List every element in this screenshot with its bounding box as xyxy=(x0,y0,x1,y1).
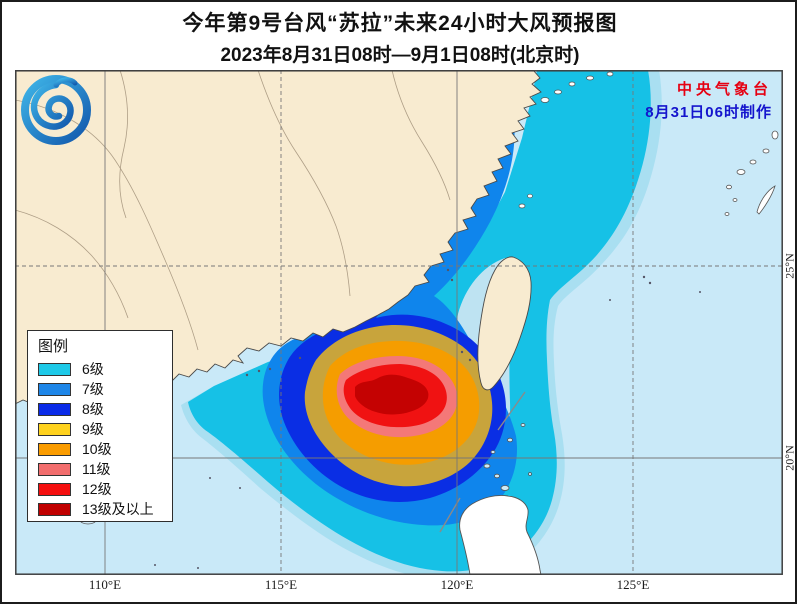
y-axis-label-25n: 25°N xyxy=(782,253,797,279)
legend-item-label: 13级及以上 xyxy=(82,501,154,517)
batanes-islets xyxy=(483,423,532,491)
legend-item-label: 7级 xyxy=(82,381,104,397)
ryukyu-islands xyxy=(724,130,779,216)
legend-swatch-7 xyxy=(38,382,71,396)
legend-item-label: 9级 xyxy=(82,421,104,437)
legend-swatch-9 xyxy=(38,422,71,436)
credit-issued-time: 8月31日06时制作 xyxy=(645,104,772,121)
legend-item: 6级 xyxy=(38,359,172,379)
cma-logo-icon xyxy=(21,75,91,145)
legend-item-label: 12级 xyxy=(82,481,112,497)
coastal-islets xyxy=(518,71,614,209)
legend-swatch-8 xyxy=(38,402,71,416)
legend-item: 9级 xyxy=(38,419,172,439)
legend-item: 13级及以上 xyxy=(38,499,172,519)
forecast-map xyxy=(15,70,783,575)
legend-item-label: 8级 xyxy=(82,401,104,417)
legend-swatch-12 xyxy=(38,482,71,496)
page-subtitle: 2023年8月31日08时—9月1日08时(北京时) xyxy=(220,45,580,66)
x-axis-label-110e: 110°E xyxy=(88,577,122,592)
legend-item-label: 6级 xyxy=(82,361,104,377)
legend-box: 图例 6级 7级 8级 9级 10级 11级 12级 xyxy=(27,330,173,522)
legend-swatch-11 xyxy=(38,462,71,476)
luzon-island xyxy=(459,495,542,575)
taiwan-island xyxy=(477,256,532,391)
legend-item-label: 11级 xyxy=(82,461,111,477)
x-axis-label-120e: 120°E xyxy=(440,577,474,592)
legend-item: 8级 xyxy=(38,399,172,419)
legend-item-label: 10级 xyxy=(82,441,112,457)
legend-item: 10级 xyxy=(38,439,172,459)
legend-swatch-10 xyxy=(38,442,71,456)
wind-area-13 xyxy=(355,374,429,415)
legend-swatch-6 xyxy=(38,362,71,376)
legend-title: 图例 xyxy=(38,338,69,355)
map-frame xyxy=(15,70,783,575)
legend-item: 7级 xyxy=(38,379,172,399)
y-axis-label-20n: 20°N xyxy=(782,445,797,471)
x-axis-label-115e: 115°E xyxy=(264,577,298,592)
legend-item: 11级 xyxy=(38,459,172,479)
x-axis-label-125e: 125°E xyxy=(616,577,650,592)
credit-block: 中央气象台 8月31日06时制作 xyxy=(645,78,772,122)
header: 今年第9号台风“苏拉”未来24小时大风预报图 2023年8月31日08时—9月1… xyxy=(0,0,800,67)
legend-item: 12级 xyxy=(38,479,172,499)
page-title: 今年第9号台风“苏拉”未来24小时大风预报图 xyxy=(182,12,618,35)
legend-swatch-13 xyxy=(38,502,71,516)
credit-agency: 中央气象台 xyxy=(676,81,772,98)
